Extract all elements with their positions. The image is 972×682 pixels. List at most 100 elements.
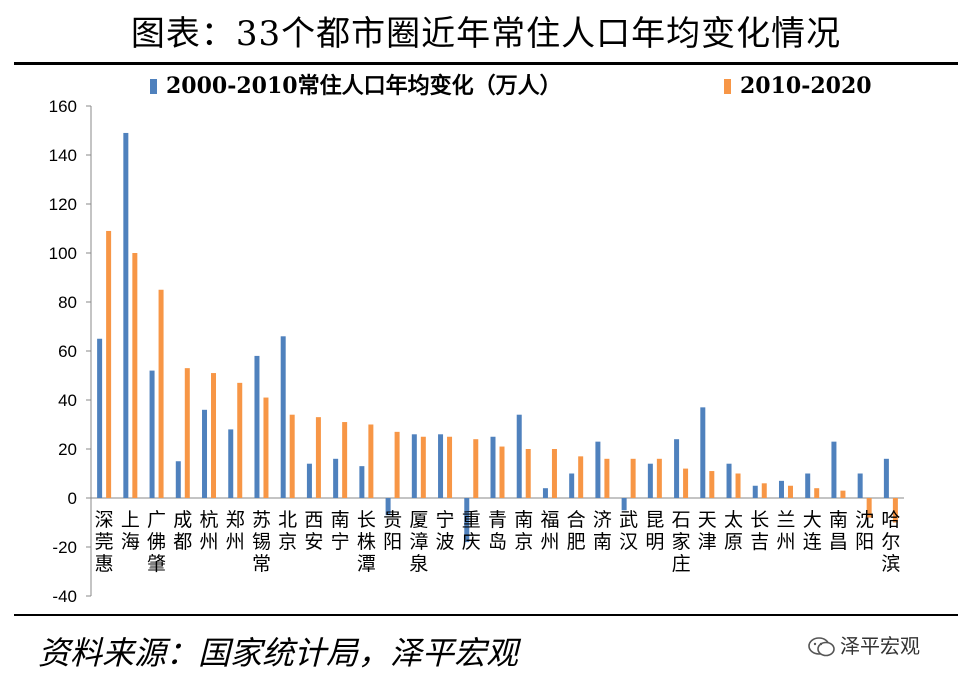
bar-series2: [473, 439, 479, 498]
bar-series2: [551, 449, 557, 498]
source-note: 资料来源：国家统计局，泽平宏观: [38, 634, 519, 672]
bar-series1: [202, 409, 208, 498]
bar-series2: [342, 422, 348, 498]
bar-series1: [280, 336, 286, 498]
bar-series1: [306, 463, 312, 498]
x-category-label: 哈尔滨: [881, 509, 900, 575]
bar-series2: [394, 431, 400, 498]
bar-series2: [368, 424, 374, 498]
bar-series1: [254, 355, 260, 498]
bar-series1: [857, 473, 863, 498]
bar-series1: [175, 461, 181, 498]
x-category-label: 长株潭: [357, 509, 376, 575]
y-tick-label: -40: [52, 587, 77, 606]
bar-chart: -40 -20 0 20 40 60 80 100 120 140 160 深莞惠上海广佛肇成都杭州郑…: [49, 73, 904, 606]
x-category-label: 大连: [803, 509, 822, 553]
x-category-label: 宁波: [436, 509, 455, 553]
bar-series1: [333, 458, 339, 498]
bar-series2: [420, 436, 426, 498]
y-tick-label: 80: [58, 293, 77, 312]
bar-series2: [866, 498, 872, 518]
bar-series1: [647, 463, 653, 498]
x-category-label: 苏锡常: [252, 509, 271, 575]
bar-series2: [263, 397, 269, 498]
bar-series1: [595, 441, 601, 498]
bar-series2: [683, 468, 689, 498]
bar-series2: [840, 490, 846, 498]
x-category-label: 杭州: [200, 509, 219, 553]
brand-name: 泽平宏观: [840, 634, 920, 658]
y-tick-label: 120: [49, 195, 77, 214]
top-divider: [14, 62, 958, 65]
bar-series2: [709, 471, 715, 498]
page-title: 图表：33个都市圈近年常住人口年均变化情况: [130, 14, 842, 54]
x-category-label: 福州: [540, 509, 559, 553]
x-category-label: 广佛肇: [147, 509, 166, 575]
x-category-label: 昆明: [645, 509, 664, 553]
x-category-label: 武汉: [619, 509, 638, 553]
bar-series2: [315, 417, 321, 498]
x-category-label: 北京: [278, 509, 297, 553]
bar-series2: [892, 498, 898, 523]
bar-series2: [656, 458, 662, 498]
bar-series2: [447, 436, 453, 498]
wechat-icon: [808, 637, 835, 657]
x-category-label: 南京: [514, 509, 533, 553]
x-category-label: 石家庄: [672, 509, 691, 575]
x-category-label: 天津: [698, 509, 717, 553]
bar-series2: [211, 373, 217, 498]
legend-series1-label: 2000-2010常住人口年均变化（万人）: [166, 73, 562, 99]
x-category-label: 成都: [173, 509, 192, 553]
x-category-label: 长吉: [750, 509, 769, 553]
legend-series2-swatch: [724, 79, 731, 94]
bar-series1: [359, 466, 365, 498]
x-category-label: 郑州: [226, 509, 245, 553]
bar-series1: [752, 485, 758, 498]
bar-series1: [149, 370, 155, 498]
bar-series2: [184, 368, 190, 498]
bar-series2: [289, 414, 295, 498]
x-category-label: 深莞惠: [95, 509, 114, 575]
bar-series1: [438, 434, 444, 498]
bar-series2: [237, 382, 243, 498]
bar-series1: [674, 439, 680, 498]
bar-series1: [123, 132, 129, 498]
bar-series2: [578, 456, 584, 498]
bottom-divider: [14, 614, 958, 616]
bar-series1: [385, 498, 391, 516]
bar-series2: [158, 289, 164, 498]
y-tick-label: 60: [58, 342, 77, 361]
bar-series1: [883, 458, 889, 498]
bar-series1: [778, 480, 784, 498]
y-tick-label: 140: [49, 146, 77, 165]
bar-series1: [569, 473, 575, 498]
bar-series2: [735, 473, 741, 498]
bar-series1: [464, 498, 470, 543]
x-category-label: 上海: [121, 509, 140, 553]
bar-series2: [630, 458, 636, 498]
y-tick-label: 20: [58, 440, 77, 459]
bar-series2: [499, 446, 505, 498]
x-category-label: 南宁: [331, 509, 350, 553]
bar-series1: [411, 434, 417, 498]
bar-series2: [106, 230, 112, 498]
x-category-label: 青岛: [488, 509, 507, 553]
bar-series2: [787, 485, 793, 498]
y-tick-label: 100: [49, 244, 77, 263]
bar-series1: [542, 488, 548, 498]
x-category-label: 沈阳: [855, 509, 874, 553]
bar-series1: [228, 429, 234, 498]
x-category-label: 贵阳: [383, 509, 402, 553]
x-category-label: 太原: [724, 509, 743, 553]
brand-mark: 泽平宏观: [808, 630, 920, 659]
bar-series1: [726, 463, 732, 498]
bar-series2: [761, 483, 767, 498]
x-category-label: 济南: [593, 509, 612, 553]
bar-series1: [621, 498, 627, 511]
bar-series1: [831, 441, 837, 498]
x-category-label: 南昌: [829, 509, 848, 553]
bar-series2: [814, 488, 820, 498]
y-tick-label: 0: [68, 489, 77, 508]
bar-series1: [490, 436, 496, 498]
x-category-label: 重庆: [462, 509, 481, 553]
